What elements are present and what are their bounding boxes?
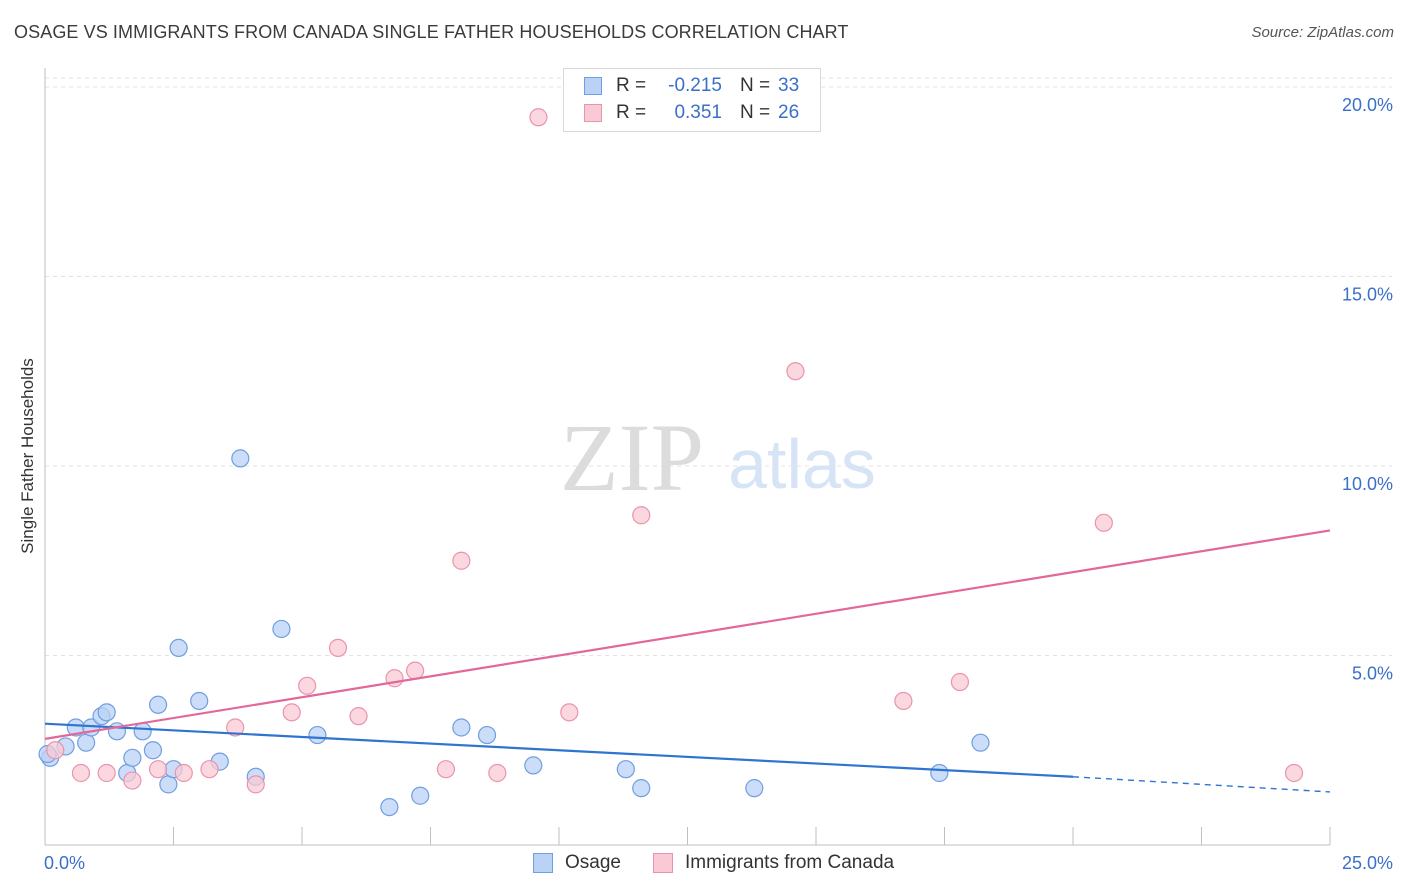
watermark-zip: ZIP: [560, 404, 704, 511]
canada-swatch: [584, 104, 602, 122]
axes: [44, 68, 1331, 846]
canada-point: [894, 691, 913, 711]
r-value: -0.215: [668, 75, 722, 96]
canada-point: [1094, 513, 1113, 532]
osage-point: [169, 638, 188, 658]
legend-item-canada: Immigrants from Canada: [653, 852, 894, 874]
canada-point: [436, 760, 456, 779]
canada-point: [226, 718, 245, 737]
osage-swatch: [584, 77, 602, 95]
canada-point: [632, 506, 651, 525]
osage-point: [133, 722, 152, 741]
legend-row-osage: R = -0.215 N = 33: [584, 74, 799, 98]
r-value: 0.351: [674, 102, 722, 123]
canada-point: [452, 551, 471, 570]
osage-point: [632, 779, 651, 798]
osage-point: [190, 691, 209, 711]
y-tick-label: 20.0%: [1342, 95, 1393, 115]
legend-item-osage: Osage: [533, 852, 621, 874]
canada-point: [200, 760, 219, 779]
osage-trend-line: [44, 722, 1074, 778]
osage-point: [148, 695, 168, 714]
canada-point: [349, 707, 368, 726]
osage-point: [159, 775, 178, 794]
canada-point: [405, 661, 425, 680]
tick-labels: 5.0% 10.0% 15.0% 20.0% 0.0% 25.0%: [44, 95, 1393, 873]
osage-point: [452, 718, 471, 737]
osage-point: [308, 725, 327, 745]
canada-point: [123, 771, 142, 790]
osage-trend-extension: [1072, 776, 1331, 793]
r-label: R =: [616, 75, 647, 96]
y-tick-label: 15.0%: [1342, 284, 1393, 304]
osage-point: [524, 756, 543, 775]
y-tick-label: 10.0%: [1342, 474, 1393, 494]
osage-point: [380, 797, 399, 817]
osage-point: [97, 703, 116, 722]
canada-point: [950, 672, 970, 692]
grid-lines: [45, 77, 1392, 656]
canada-point: [97, 763, 116, 783]
canada-trend-line: [44, 529, 1331, 740]
osage-point: [231, 449, 250, 468]
n-value: 33: [778, 75, 800, 96]
osage-point: [123, 748, 142, 767]
osage-point: [272, 619, 291, 639]
watermark: ZIP atlas: [560, 404, 876, 511]
canada-point: [282, 703, 301, 722]
canada-point: [786, 362, 805, 381]
canada-legend-swatch: [653, 853, 673, 873]
data-points: [38, 108, 1304, 817]
trend-lines: [44, 529, 1331, 793]
osage-legend-swatch: [533, 853, 553, 873]
correlation-legend: R = -0.215 N = 33 R = 0.351 N = 26: [563, 68, 821, 132]
canada-point: [1284, 763, 1304, 783]
osage-point: [745, 779, 764, 798]
osage-legend-label: Osage: [565, 852, 621, 873]
watermark-atlas: atlas: [728, 425, 876, 503]
osage-point: [77, 733, 96, 752]
canada-point: [46, 741, 65, 760]
y-tick-label: 5.0%: [1352, 663, 1393, 683]
source-credit: Source: ZipAtlas.com: [1251, 24, 1394, 41]
canada-point: [488, 763, 507, 783]
n-value: 26: [778, 102, 800, 123]
osage-point: [143, 741, 163, 760]
osage-point: [477, 725, 497, 745]
osage-point: [971, 733, 990, 752]
osage-point: [616, 760, 635, 779]
canada-point: [328, 638, 348, 658]
canada-point: [298, 676, 317, 695]
canada-point: [529, 108, 548, 127]
canada-point: [174, 763, 193, 783]
r-label: R =: [616, 102, 647, 123]
legend-row-canada: R = 0.351 N = 26: [584, 101, 799, 125]
canada-point: [148, 760, 168, 779]
canada-point: [246, 775, 265, 794]
chart-title: OSAGE VS IMMIGRANTS FROM CANADA SINGLE F…: [14, 22, 849, 42]
x-tick-label-max: 25.0%: [1342, 853, 1393, 873]
n-label: N =: [740, 75, 771, 96]
osage-point: [411, 786, 430, 805]
canada-legend-label: Immigrants from Canada: [685, 852, 895, 873]
n-label: N =: [740, 102, 771, 123]
canada-point: [71, 763, 91, 783]
canada-point: [560, 703, 579, 722]
osage-point: [930, 763, 949, 783]
series-legend: Osage Immigrants from Canada: [0, 852, 1406, 878]
x-tick-label-min: 0.0%: [44, 853, 85, 873]
